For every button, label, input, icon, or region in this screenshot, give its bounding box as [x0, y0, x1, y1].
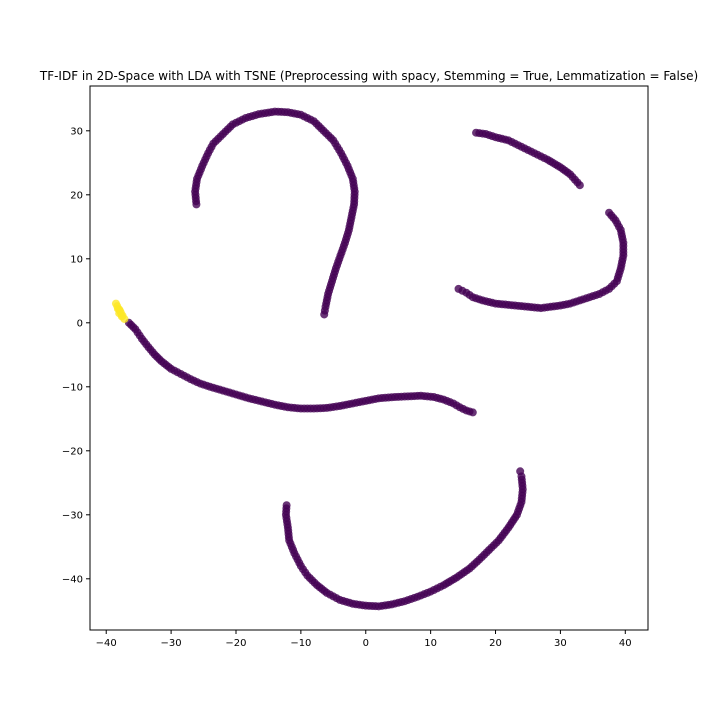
y-tick-label: 10: [70, 254, 83, 265]
y-axis: −40 −30 −20 −10 0 10 20 30: [62, 126, 90, 585]
data-point: [516, 467, 525, 476]
x-axis: −40 −30 −20 −10 0 10 20 30 40: [96, 630, 632, 649]
x-tick-label: −20: [225, 638, 246, 649]
y-tick-label: −40: [62, 574, 83, 585]
data-point: [575, 181, 584, 190]
y-tick-label: 20: [70, 190, 83, 201]
x-tick-label: 20: [489, 638, 502, 649]
x-tick-label: 0: [363, 638, 369, 649]
x-tick-label: −10: [290, 638, 311, 649]
y-tick-label: 0: [77, 318, 83, 329]
x-tick-label: −40: [96, 638, 117, 649]
y-tick-label: −20: [62, 446, 83, 457]
chart-title: TF-IDF in 2D-Space with LDA with TSNE (P…: [39, 69, 698, 83]
data-point: [454, 284, 463, 293]
data-point: [468, 408, 477, 417]
y-tick-label: −30: [62, 510, 83, 521]
x-tick-label: −30: [161, 638, 182, 649]
x-tick-label: 30: [554, 638, 567, 649]
data-point: [320, 310, 329, 319]
y-tick-label: −10: [62, 382, 83, 393]
x-tick-label: 40: [619, 638, 632, 649]
y-tick-label: 30: [70, 126, 83, 137]
data-points: [111, 107, 628, 611]
data-point: [115, 306, 124, 315]
plot-frame: [89, 85, 649, 631]
x-tick-label: 10: [424, 638, 437, 649]
